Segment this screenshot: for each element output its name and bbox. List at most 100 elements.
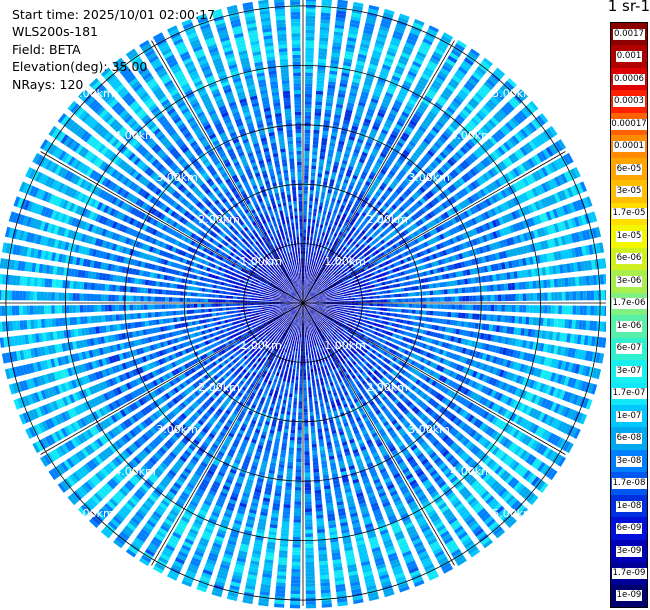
range-gate-cell	[498, 109, 507, 119]
range-gate-cell	[387, 156, 395, 163]
range-gate-cell	[378, 374, 384, 380]
range-gate-cell	[328, 330, 333, 334]
range-gate-cell	[444, 221, 451, 228]
range-gate-cell	[464, 260, 469, 267]
range-gate-cell	[496, 205, 503, 214]
range-gate-cell	[502, 347, 508, 356]
range-gate-cell	[432, 283, 437, 289]
range-gate-cell	[389, 317, 394, 322]
range-gate-cell	[373, 121, 381, 128]
range-gate-cell	[340, 236, 345, 241]
range-gate-cell	[378, 198, 385, 204]
range-gate-cell	[574, 247, 580, 258]
range-gate-cell	[320, 406, 325, 411]
range-gate-cell	[544, 181, 552, 191]
range-gate-cell	[479, 295, 484, 302]
range-gate-cell	[358, 50, 368, 56]
range-gate-cell	[422, 206, 428, 213]
range-gate-cell	[317, 389, 322, 394]
range-gate-cell	[305, 290, 307, 294]
range-gate-cell	[420, 264, 426, 270]
range-gate-cell	[318, 309, 322, 311]
range-gate-cell	[372, 326, 377, 330]
range-gate-cell	[526, 231, 532, 241]
range-gate-cell	[503, 187, 511, 197]
range-gate-cell	[488, 221, 495, 229]
range-gate-cell	[529, 366, 536, 376]
range-gate-cell	[417, 265, 423, 271]
range-gate-cell	[406, 174, 414, 181]
range-gate-cell	[336, 255, 340, 260]
range-gate-cell	[522, 177, 530, 187]
range-gate-cell	[530, 156, 539, 166]
range-gate-cell	[438, 136, 447, 144]
range-gate-cell	[415, 221, 421, 227]
range-gate-cell	[582, 397, 590, 409]
range-gate-cell	[313, 137, 319, 141]
range-gate-cell	[340, 338, 345, 343]
range-gate-cell	[325, 294, 330, 297]
range-gate-cell	[387, 173, 394, 180]
range-gate-cell	[379, 152, 387, 159]
range-gate-cell	[390, 194, 397, 200]
range-gate-cell	[314, 233, 317, 238]
range-gate-cell	[393, 398, 400, 405]
range-gate-cell	[329, 70, 338, 75]
range-gate-cell	[326, 95, 334, 100]
range-gate-cell	[478, 236, 485, 244]
range-gate-cell	[362, 303, 366, 306]
range-gate-cell	[532, 280, 537, 289]
range-gate-cell	[321, 0, 332, 3]
range-gate-cell	[361, 36, 372, 42]
range-gate-cell	[332, 320, 336, 324]
range-gate-cell	[304, 304, 308, 308]
range-gate-cell	[377, 390, 383, 396]
range-gate-cell	[316, 291, 320, 294]
range-gate-cell	[355, 64, 365, 70]
range-gate-cell	[492, 503, 502, 513]
range-gate-cell	[483, 104, 492, 113]
range-gate-cell	[504, 337, 510, 345]
range-gate-cell	[361, 220, 367, 226]
range-gate-cell	[391, 386, 397, 392]
range-gate-cell	[433, 457, 442, 465]
range-gate-cell	[334, 329, 338, 333]
range-gate-cell	[378, 273, 383, 278]
range-gate-cell	[322, 281, 326, 285]
range-gate-cell	[445, 230, 452, 237]
range-gate-cell	[574, 348, 580, 359]
range-gate-cell	[399, 417, 406, 423]
range-gate-cell	[337, 335, 342, 340]
range-gate-cell	[310, 308, 314, 311]
range-gate-cell	[340, 79, 349, 85]
range-gate-cell	[331, 291, 336, 294]
range-gate-cell	[393, 289, 398, 293]
range-gate-cell	[492, 93, 502, 103]
range-gate-cell	[335, 274, 340, 279]
range-gate-cell	[325, 309, 330, 312]
range-gate-cell	[563, 347, 569, 357]
range-gate-cell	[442, 90, 452, 98]
range-gate-cell	[306, 236, 310, 241]
range-gate-cell	[388, 322, 393, 326]
range-gate-cell	[465, 348, 471, 355]
range-gate-cell	[355, 282, 360, 286]
range-gate-cell	[304, 140, 310, 144]
range-gate-cell	[332, 212, 337, 218]
range-gate-cell	[453, 404, 460, 412]
range-gate-cell	[374, 357, 380, 363]
range-gate-cell	[315, 305, 320, 308]
range-gate-cell	[466, 208, 473, 217]
range-gate-cell	[306, 247, 309, 251]
range-gate-cell	[381, 376, 387, 382]
range-gate-cell	[472, 393, 479, 401]
range-gate-cell	[434, 260, 440, 266]
range-gate-cell	[415, 298, 420, 302]
range-gate-cell	[395, 365, 400, 371]
range-gate-cell	[345, 331, 350, 336]
range-gate-cell	[376, 278, 381, 283]
range-gate-cell	[360, 190, 366, 196]
range-gate-cell	[330, 298, 334, 300]
range-gate-cell	[404, 349, 409, 355]
range-gate-cell	[522, 144, 531, 154]
